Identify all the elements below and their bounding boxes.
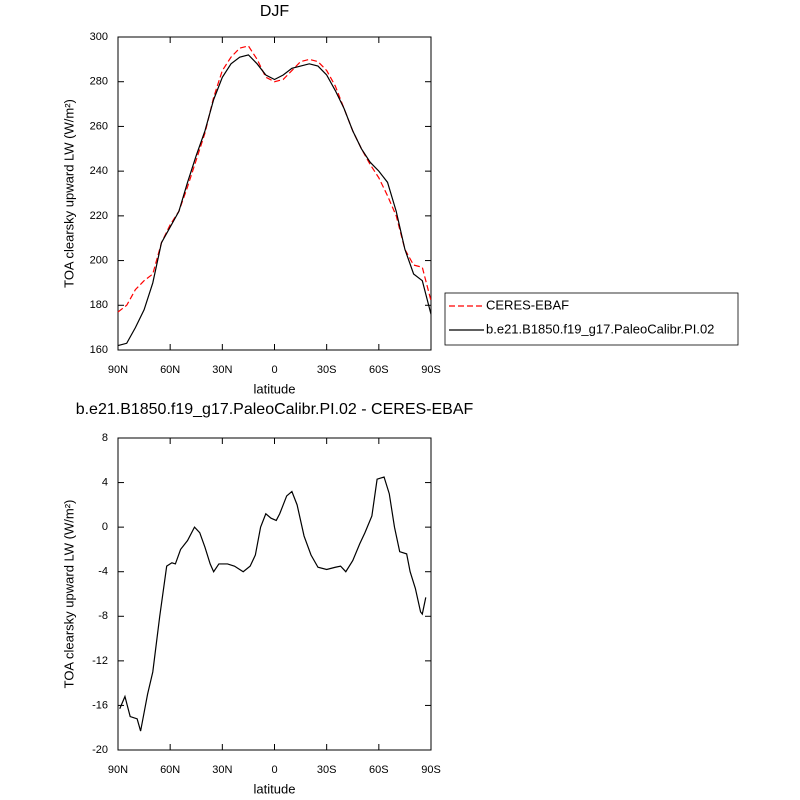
y-tick-label: 4 [102,476,108,488]
y-tick-label: 260 [90,120,108,132]
y-tick-label: 220 [90,210,108,222]
legend-box [444,292,739,346]
x-axis-label: latitude [254,381,296,396]
y-axis-label: TOA clearsky upward LW (W/m²) [61,500,76,689]
y-tick-label: -8 [98,610,108,622]
x-tick-label: 90N [108,764,128,776]
y-tick-label: -20 [92,744,108,756]
x-tick-label: 60S [369,364,389,376]
x-tick-label: 90S [421,764,441,776]
x-tick-label: 60N [160,364,180,376]
chart-title: DJF [260,3,290,20]
data-line [119,476,427,732]
y-tick-label: 8 [102,432,108,444]
x-tick-label: 30S [317,364,337,376]
chart-title: b.e21.B1850.f19_g17.PaleoCalibr.PI.02 - … [76,401,474,418]
x-tick-label: 0 [271,764,277,776]
y-tick-label: -12 [92,655,108,667]
y-tick-label: 180 [90,299,108,311]
y-tick-label: 300 [90,31,108,43]
y-axis-label: TOA clearsky upward LW (W/m²) [61,99,76,288]
plot-frame [117,36,432,351]
y-tick-label: 0 [102,521,108,533]
data-line [117,54,432,347]
x-axis-label: latitude [254,781,296,796]
y-tick-label: -16 [92,699,108,711]
x-tick-label: 30N [212,764,232,776]
y-tick-label: 200 [90,254,108,266]
x-tick-label: 60N [160,764,180,776]
data-line [117,45,432,313]
x-tick-label: 90N [108,364,128,376]
plot-frame [117,437,432,751]
legend-label: b.e21.B1850.f19_g17.PaleoCalibr.PI.02 [486,321,714,336]
x-tick-label: 90S [421,364,441,376]
x-tick-label: 60S [369,764,389,776]
x-tick-label: 0 [271,364,277,376]
legend-label: CERES-EBAF [486,297,569,312]
x-tick-label: 30N [212,364,232,376]
y-tick-label: 280 [90,76,108,88]
y-tick-label: 160 [90,344,108,356]
y-tick-label: -4 [98,566,108,578]
y-tick-label: 240 [90,165,108,177]
x-tick-label: 30S [317,764,337,776]
